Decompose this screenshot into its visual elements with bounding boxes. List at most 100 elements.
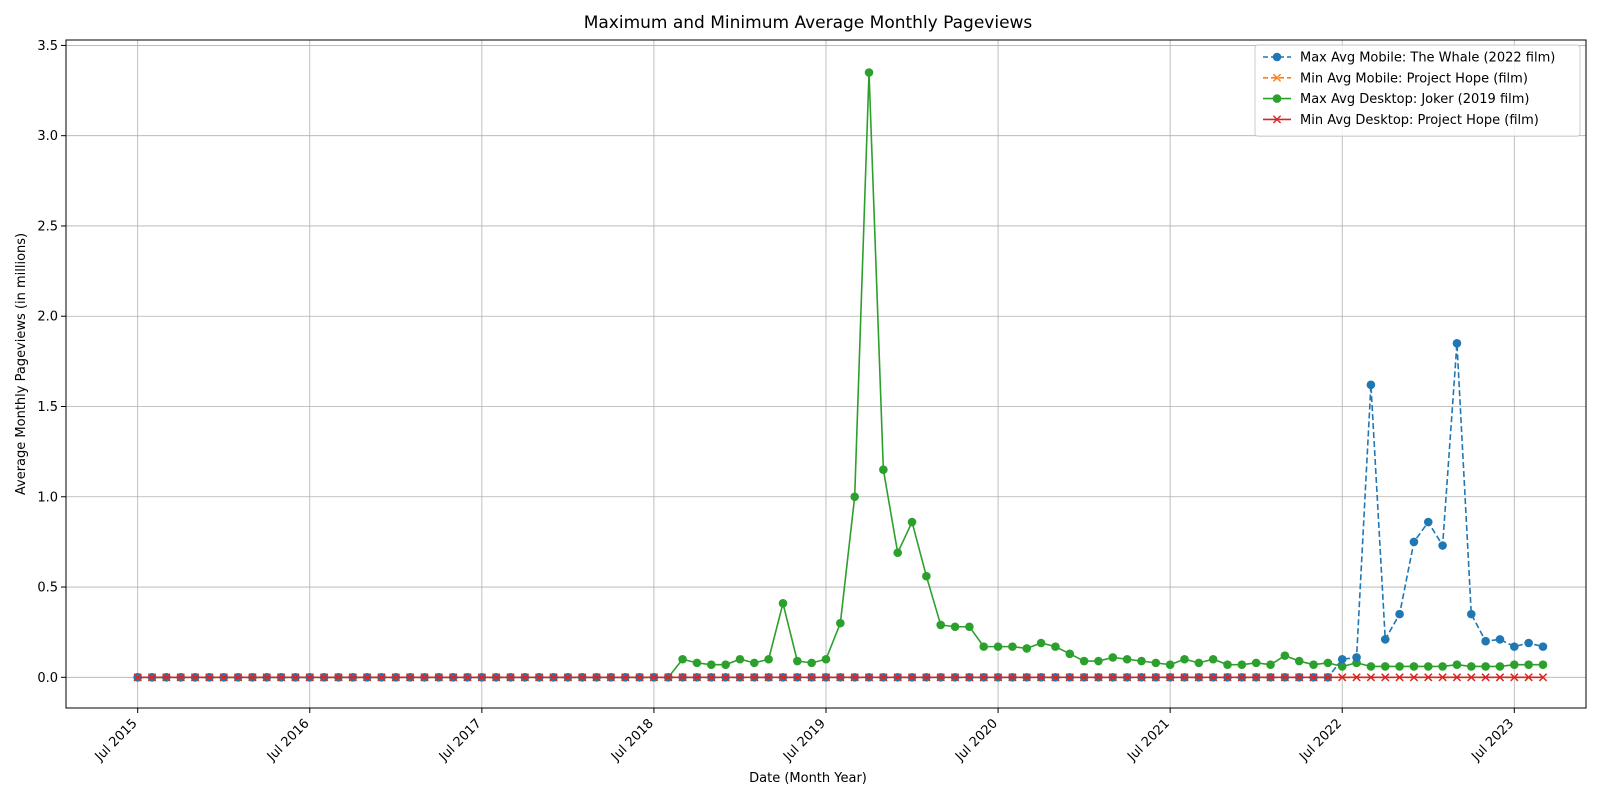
y-tick-label: 3.0 [37,129,58,144]
data-point [721,673,730,682]
legend-label: Max Avg Mobile: The Whale (2022 film) [1300,51,1555,66]
data-point [1208,654,1218,664]
x-tick-label: Jul 2021 [1124,716,1173,765]
data-point [664,673,673,682]
data-point [1452,673,1462,682]
data-point [348,673,357,682]
legend-label: Min Avg Desktop: Project Hope (film) [1300,113,1539,128]
axis-ticks: Jul 2015 Jul 2016 Jul 2017 Jul 2018 Jul 2019… [37,39,1517,765]
legend-frame [1254,44,1581,137]
data-point [406,673,415,682]
chart-title: Maximum and Minimum Average Monthly Page… [584,13,1033,33]
data-point [1366,673,1376,682]
data-point [1008,642,1017,651]
grid-lines [66,40,1586,708]
data-point [1065,673,1074,682]
data-point [678,673,687,682]
data-point [320,673,329,682]
data-point [1395,609,1404,619]
data-point [936,620,946,630]
data-point [1352,653,1361,662]
data-point [1366,662,1376,671]
data-point [133,673,142,682]
legend-label: Min Avg Mobile: Project Hope (film) [1300,71,1528,86]
x-tick-label: Jul 2017 [436,716,485,765]
data-point [1122,654,1132,664]
legend-marker [1272,52,1282,62]
data-point [721,660,730,669]
data-point [793,656,802,666]
data-point [1323,673,1332,682]
data-point [1180,673,1189,682]
data-point [778,598,788,608]
data-point [979,642,989,651]
data-point [1065,649,1075,659]
data-point [706,660,716,669]
data-point [821,673,831,682]
data-point [1323,658,1333,668]
x-tick-label: Jul 2018 [608,716,657,765]
data-point [950,673,960,682]
data-point [1266,660,1275,669]
data-point [1022,673,1031,682]
y-tick-label: 2.0 [37,310,58,325]
data-point [477,673,486,682]
data-point [1481,662,1490,671]
data-point [993,642,1003,651]
data-point [1452,339,1462,348]
data-point [1424,673,1433,682]
data-point [1538,660,1548,669]
data-point [1180,654,1189,664]
legend-entry: Max Avg Desktop: Joker (2019 film) [1263,92,1530,107]
data-point [1423,662,1433,671]
data-point [907,517,917,527]
data-point [621,673,630,682]
x-axis-label: Date (Month Year) [749,771,867,786]
legend-marker [1272,94,1282,103]
data-point [1166,673,1175,682]
y-tick-label: 2.5 [37,219,58,234]
data-point [276,673,286,682]
x-tick-label: Jul 2022 [1296,716,1345,765]
data-point [1280,651,1290,660]
data-point [836,673,845,682]
data-point [420,673,429,682]
data-point [1036,673,1046,682]
data-point [1538,642,1548,651]
data-point [1495,662,1505,671]
series-4 [133,673,1548,682]
data-point [1423,517,1433,527]
data-point [190,673,200,682]
y-tick-label: 0.0 [37,671,58,686]
data-point [1510,673,1519,682]
data-point [535,673,544,682]
data-point [305,673,314,682]
data-point [1237,673,1246,682]
data-point [563,673,572,682]
data-point [434,673,443,682]
data-point [363,673,372,682]
x-tick-label: Jul 2023 [1468,716,1517,765]
data-point [592,673,601,682]
plot-series [133,68,1548,682]
data-point [549,673,558,682]
data-point [578,673,587,682]
data-point [1524,673,1533,682]
data-point [692,673,702,682]
data-point [1151,658,1161,668]
data-point [993,673,1003,682]
data-point [1036,638,1046,648]
data-point [1467,673,1476,682]
data-point [907,673,917,682]
data-point [1395,662,1404,671]
data-point [1252,673,1261,682]
data-point [1438,662,1447,671]
data-point [1524,638,1533,648]
data-point [520,673,529,682]
data-point [692,658,702,668]
data-point [1337,662,1347,671]
data-point [1194,658,1204,668]
data-point [1495,673,1505,682]
data-point [836,618,845,628]
